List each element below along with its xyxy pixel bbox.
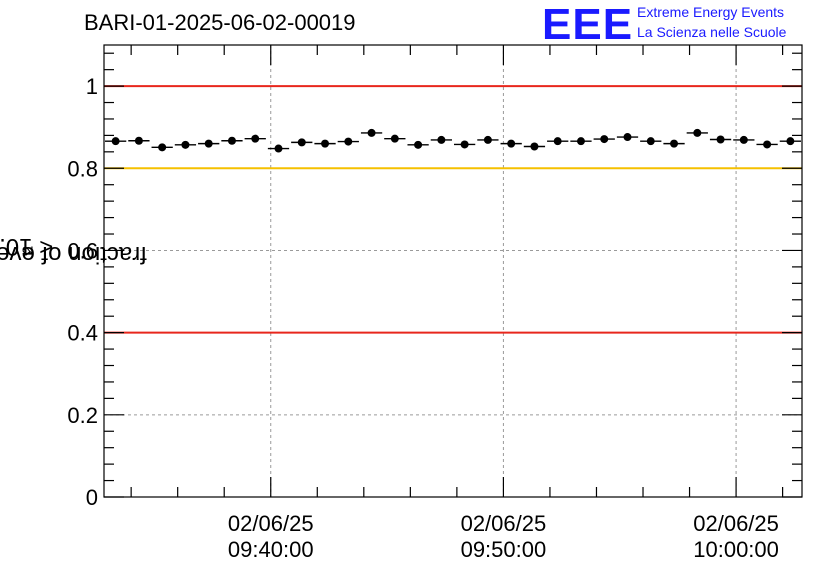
x-tick-label-time: 09:40:00 — [228, 537, 314, 562]
data-point — [670, 139, 679, 148]
x-tick-label-date: 02/06/25 — [228, 511, 314, 536]
data-point — [716, 135, 725, 144]
y-axis-label-suffix: < 10.0 — [0, 232, 54, 260]
data-point — [530, 142, 539, 151]
reference-lines — [104, 85, 802, 334]
data-point — [204, 139, 213, 148]
data-point — [739, 135, 748, 144]
data-point — [483, 135, 492, 144]
plot-frame — [103, 44, 803, 498]
data-point — [111, 137, 120, 146]
data-point — [600, 135, 609, 144]
data-point — [553, 137, 562, 146]
data-point — [181, 140, 190, 149]
x-tick-label-date: 02/06/25 — [461, 511, 547, 536]
y-tick-label: 0.8 — [67, 156, 98, 181]
data-point — [227, 136, 236, 145]
data-point — [321, 139, 330, 148]
data-point — [297, 138, 306, 147]
y-tick-label: 0.6 — [67, 238, 98, 263]
eee-logo: EEE — [542, 0, 634, 49]
x-tick-label-date: 02/06/25 — [693, 511, 779, 536]
x-tick-label-time: 09:50:00 — [461, 537, 547, 562]
chart-title: BARI-01-2025-06-02-00019 — [84, 10, 356, 35]
data-point — [460, 140, 469, 149]
logo-line-2: La Scienza nelle Scuole — [637, 24, 787, 40]
data-point — [576, 137, 585, 146]
data-point — [344, 137, 353, 146]
data-point — [414, 140, 423, 149]
data-point — [507, 139, 516, 148]
data-point — [693, 128, 702, 137]
data-point — [390, 134, 399, 143]
data-point — [786, 137, 795, 146]
x-tick-label-time: 10:00:00 — [693, 537, 779, 562]
logo-line-1: Extreme Energy Events — [637, 4, 785, 20]
data-point — [437, 135, 446, 144]
y-tick-label: 0 — [86, 485, 98, 510]
y-tick-label: 0.4 — [67, 321, 98, 346]
data-point — [274, 144, 283, 153]
y-tick-label: 1 — [86, 74, 98, 99]
data-point — [251, 134, 260, 143]
data-points — [105, 128, 801, 153]
y-tick-label: 0.2 — [67, 403, 98, 428]
axis-ticks — [104, 45, 802, 498]
data-point — [646, 137, 655, 146]
data-point — [134, 136, 143, 145]
tick-labels: 00.20.40.60.8102/06/2509:40:0002/06/2509… — [67, 74, 778, 562]
data-point — [367, 128, 376, 137]
data-point — [763, 140, 772, 149]
data-point — [623, 133, 632, 142]
data-point — [158, 143, 167, 152]
grid-layer — [104, 45, 802, 497]
